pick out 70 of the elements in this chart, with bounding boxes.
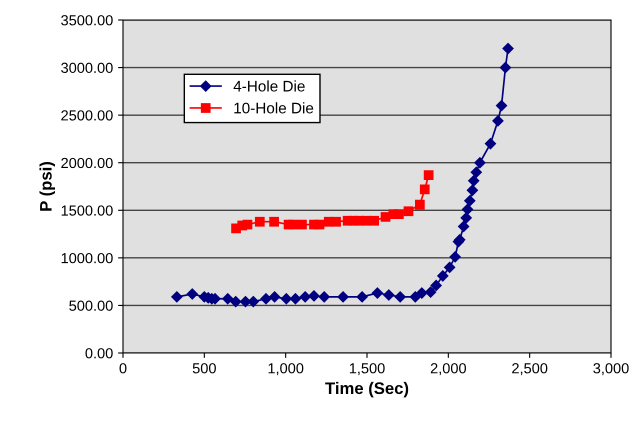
point bbox=[331, 216, 341, 227]
point bbox=[290, 293, 302, 304]
point bbox=[254, 216, 265, 227]
point bbox=[369, 216, 380, 226]
point bbox=[420, 184, 430, 194]
legend-label: 10-Hole Die bbox=[234, 102, 314, 114]
point bbox=[318, 291, 330, 302]
point bbox=[394, 291, 406, 302]
point bbox=[437, 270, 448, 282]
point bbox=[171, 291, 182, 302]
point bbox=[416, 287, 428, 299]
point bbox=[356, 291, 368, 302]
point bbox=[450, 251, 461, 263]
point bbox=[474, 157, 486, 168]
y-tick-label: 2500.00 bbox=[61, 110, 113, 121]
point bbox=[462, 204, 474, 215]
point bbox=[394, 209, 404, 219]
point bbox=[280, 293, 292, 304]
y-tick-label: 3500.00 bbox=[61, 15, 113, 26]
point bbox=[415, 200, 425, 210]
x-tick-label: 0 bbox=[120, 363, 126, 374]
x-tick-label: 1,000 bbox=[268, 363, 304, 376]
point bbox=[484, 138, 496, 150]
point bbox=[404, 206, 414, 216]
point bbox=[269, 216, 279, 227]
point bbox=[496, 100, 508, 112]
point bbox=[242, 220, 252, 230]
point bbox=[308, 290, 320, 302]
point bbox=[222, 293, 234, 304]
point bbox=[424, 170, 434, 180]
point bbox=[230, 296, 242, 308]
x-tick-label: 500 bbox=[192, 363, 216, 374]
point bbox=[466, 184, 478, 196]
point bbox=[383, 289, 394, 301]
y-tick-label: 1000.00 bbox=[62, 252, 113, 264]
point bbox=[372, 287, 384, 299]
point bbox=[500, 62, 512, 74]
point bbox=[260, 293, 272, 304]
legend-label: 4-Hole Die bbox=[234, 80, 305, 92]
point bbox=[492, 115, 504, 126]
point bbox=[460, 212, 472, 224]
point bbox=[424, 286, 436, 298]
point bbox=[380, 212, 390, 222]
y-tick-label: 500.00 bbox=[69, 300, 113, 311]
point bbox=[502, 42, 514, 54]
y-tick-label: 3000.00 bbox=[61, 62, 113, 73]
point bbox=[444, 262, 456, 273]
point bbox=[186, 288, 198, 300]
y-tick-label: 2000.00 bbox=[61, 158, 113, 168]
point bbox=[300, 291, 311, 302]
x-tick-label: 3,000 bbox=[593, 363, 629, 376]
point bbox=[464, 195, 476, 206]
y-axis-title: P (psi) bbox=[39, 162, 56, 211]
point bbox=[468, 175, 480, 186]
point bbox=[458, 220, 470, 232]
point bbox=[314, 220, 324, 230]
y-tick-label: 0.00 bbox=[85, 348, 113, 358]
x-tick-label: 2,500 bbox=[512, 363, 548, 376]
point bbox=[430, 280, 442, 292]
y-tick-label: 1500.00 bbox=[62, 205, 113, 216]
point bbox=[410, 291, 421, 302]
x-tick-label: 2,000 bbox=[430, 363, 466, 376]
point bbox=[470, 166, 482, 178]
x-tick-label: 1,500 bbox=[350, 363, 385, 376]
point bbox=[288, 220, 298, 230]
x-axis-title: Time (Sec) bbox=[325, 382, 408, 398]
point bbox=[337, 291, 349, 302]
point bbox=[248, 296, 259, 308]
point bbox=[297, 220, 307, 230]
point bbox=[269, 291, 280, 302]
